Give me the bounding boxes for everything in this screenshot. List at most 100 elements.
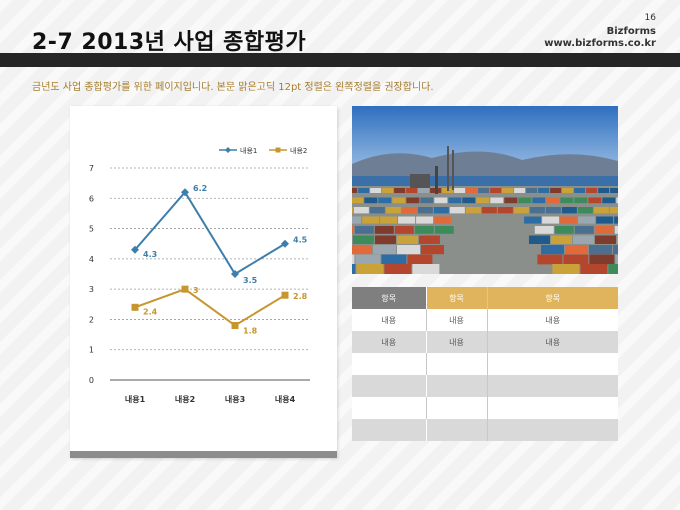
shipping-container (513, 207, 529, 214)
data-label: 1.8 (243, 326, 258, 335)
data-point (131, 245, 139, 254)
shipping-container (594, 226, 614, 234)
shipping-container (406, 188, 418, 193)
shipping-container (497, 207, 513, 214)
shipping-container (476, 197, 490, 204)
data-table: 항목 항목 항목 내용 내용 내용 내용 내용 내용 (352, 287, 618, 441)
shipping-container (526, 188, 538, 193)
shipping-container (448, 197, 462, 204)
brand-name: Bizforms (606, 26, 656, 37)
shipping-container (561, 207, 577, 214)
container-port-photo (352, 106, 618, 274)
legend-label: 내용2 (290, 146, 307, 155)
shipping-container (417, 207, 433, 214)
data-label: 4.3 (143, 250, 157, 259)
data-point (131, 303, 139, 311)
table-cell (487, 375, 618, 397)
shipping-container (406, 197, 420, 204)
shipping-container (369, 207, 385, 214)
shipping-container (356, 264, 384, 274)
data-label: 2.8 (293, 292, 308, 301)
data-point (231, 270, 239, 278)
table-header-cell: 항목 (487, 287, 618, 309)
shipping-container (562, 188, 574, 193)
shipping-container (420, 245, 444, 255)
shipping-container (384, 264, 412, 274)
shipping-container (616, 197, 618, 204)
shipping-container (490, 188, 502, 193)
shipping-container (352, 188, 358, 193)
shipping-container (490, 197, 504, 204)
shipping-container (433, 207, 449, 214)
data-label: 4.5 (293, 236, 308, 245)
data-label: 2.4 (143, 307, 158, 316)
y-tick-label: 3 (89, 285, 94, 294)
shipping-container (466, 188, 478, 193)
shipping-container (502, 188, 514, 193)
shipping-container (540, 245, 564, 255)
table-cell (352, 375, 426, 397)
table-cell (487, 397, 618, 419)
page-subtitle: 금년도 사업 종합평가를 위한 페이지입니다. 본문 맑은고딕 12pt 정렬은… (32, 82, 434, 93)
shipping-container (560, 216, 578, 224)
shipping-container (608, 264, 618, 274)
shipping-container (352, 197, 364, 204)
shipping-container (352, 226, 354, 234)
shipping-container (550, 235, 572, 244)
shipping-container (504, 197, 518, 204)
shipping-container (401, 207, 417, 214)
slide-number: 16 (644, 13, 656, 23)
table-row (352, 353, 618, 375)
shipping-container (524, 216, 542, 224)
shipping-container (589, 254, 615, 265)
brand-url: www.bizforms.co.kr (544, 38, 656, 49)
shipping-container (578, 216, 596, 224)
table-cell: 내용 (487, 331, 618, 353)
x-tick-label: 내용3 (225, 394, 245, 404)
data-point (181, 285, 189, 293)
table-header-cell: 항목 (352, 287, 426, 309)
shipping-container (352, 216, 362, 224)
shipping-container (355, 254, 381, 265)
shipping-container (352, 254, 355, 265)
data-label: 6.2 (193, 184, 207, 193)
y-tick-label: 6 (89, 194, 94, 203)
shipping-container (418, 235, 440, 244)
shipping-container (407, 254, 433, 265)
shipping-container (580, 264, 608, 274)
data-point (181, 188, 189, 197)
shipping-container (434, 197, 448, 204)
shipping-container (574, 226, 594, 234)
shipping-container (462, 197, 476, 204)
table-row: 내용 내용 내용 (352, 309, 618, 331)
shipping-container (534, 226, 554, 234)
shipping-container (518, 197, 532, 204)
shipping-container (416, 216, 434, 224)
container-port-image (352, 106, 618, 274)
shipping-container (396, 245, 420, 255)
shipping-container (478, 188, 490, 193)
shipping-container (545, 207, 561, 214)
shipping-container (609, 207, 618, 214)
table-header-row: 항목 항목 항목 (352, 287, 618, 309)
table-row (352, 419, 618, 441)
shipping-container (352, 264, 356, 274)
shipping-container (542, 216, 560, 224)
table-cell (425, 419, 488, 441)
data-label: 3 (193, 286, 199, 295)
legend-marker (275, 147, 281, 153)
shipping-container (396, 235, 418, 244)
shipping-container (353, 207, 369, 214)
shipping-container (420, 197, 434, 204)
shipping-container (454, 188, 466, 193)
shipping-container (352, 207, 353, 214)
shipping-container (362, 216, 380, 224)
table-cell (352, 397, 426, 419)
shipping-container (398, 216, 416, 224)
shipping-container (352, 245, 372, 255)
shipping-container (394, 226, 414, 234)
shipping-container (434, 226, 454, 234)
table-cell (487, 419, 618, 441)
shipping-container (572, 235, 594, 244)
shipping-container (550, 188, 562, 193)
